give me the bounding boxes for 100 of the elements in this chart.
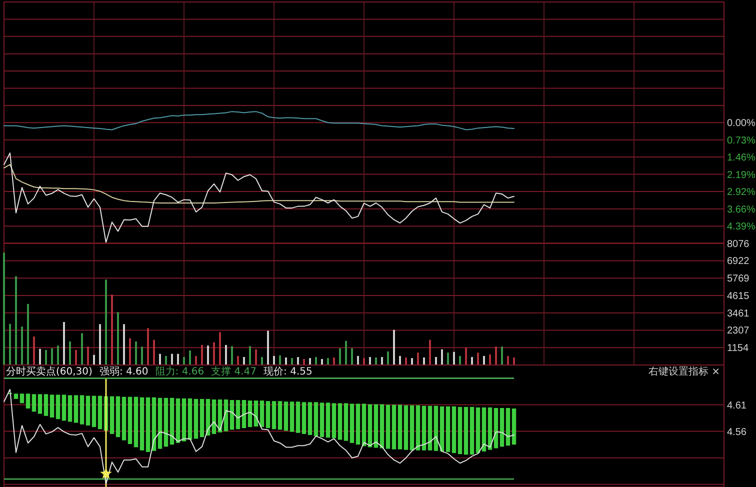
- line-series: [4, 164, 514, 204]
- bar: [332, 403, 336, 438]
- bar: [146, 397, 150, 452]
- bar: [422, 406, 426, 450]
- y-tick-label: 4.39%: [727, 222, 756, 233]
- bar: [80, 395, 84, 424]
- line-series: [4, 111, 514, 130]
- bar: [170, 398, 174, 445]
- bar: [38, 394, 42, 414]
- bar: [272, 401, 276, 430]
- line-series: [4, 388, 514, 484]
- bar: [440, 406, 444, 452]
- text: 现价: 4.55: [264, 366, 312, 378]
- bar: [362, 404, 366, 446]
- bar: [386, 404, 390, 449]
- bar: [62, 394, 66, 421]
- ref-line-label: 支撑 4.47: [211, 366, 257, 378]
- y-tick-label: 0.00%: [727, 118, 756, 130]
- bar: [500, 408, 504, 447]
- bar: [50, 394, 54, 418]
- bar: [230, 400, 234, 430]
- y-tick-label: 4.61: [727, 400, 747, 412]
- bar: [302, 402, 306, 434]
- annotation: 强弱: 4.60: [99, 366, 148, 378]
- bar: [128, 396, 132, 444]
- y-tick-label: 3461: [727, 308, 750, 320]
- y-tick-label: 4615: [727, 290, 750, 302]
- bar: [344, 403, 348, 441]
- y-tick-label: 1154: [727, 343, 749, 354]
- bar: [488, 407, 492, 450]
- bar: [296, 402, 300, 433]
- bar: [338, 403, 342, 440]
- bar: [476, 407, 480, 454]
- bar: [20, 394, 24, 404]
- line-series: [4, 152, 514, 243]
- bar: [506, 408, 510, 446]
- y-tick-label: 8076: [727, 238, 750, 250]
- bar: [452, 406, 456, 454]
- chart-title: 分时买卖点(60,30): [6, 366, 93, 378]
- bar: [458, 406, 462, 454]
- bar: [86, 396, 90, 426]
- y-tick-label: 3.66%: [727, 204, 756, 216]
- y-tick-label: 2.19%: [727, 170, 756, 181]
- bar: [236, 400, 240, 430]
- bar: [290, 402, 294, 432]
- chart-subtitle: 右键设置指标 ×: [648, 366, 720, 378]
- y-tick-label: 0.73%: [727, 135, 756, 146]
- bar: [116, 396, 120, 438]
- bar: [140, 397, 144, 450]
- bar: [374, 404, 378, 448]
- bar: [392, 404, 396, 450]
- bar: [368, 404, 372, 448]
- bar: [188, 398, 192, 440]
- y-tick-label: 6922: [727, 256, 750, 268]
- bar: [326, 402, 330, 438]
- bar: [308, 402, 312, 436]
- bar: [494, 408, 498, 448]
- bar: [314, 402, 318, 436]
- bar: [482, 407, 486, 452]
- bar: [428, 406, 432, 450]
- bar: [14, 394, 18, 399]
- bar: [122, 396, 126, 440]
- bar: [134, 396, 138, 448]
- bar: [380, 404, 384, 448]
- bar: [200, 398, 204, 438]
- bar: [350, 404, 354, 443]
- y-tick-label: 1.46%: [727, 152, 756, 164]
- bar: [98, 396, 102, 430]
- bar: [68, 395, 72, 422]
- y-tick-label: 4.56: [727, 426, 747, 438]
- bar: [434, 406, 438, 451]
- bar: [56, 394, 60, 420]
- bar: [260, 400, 264, 428]
- bar: [278, 401, 282, 430]
- y-tick-label: 5769: [727, 274, 750, 285]
- bar: [44, 394, 48, 416]
- bar: [404, 405, 408, 450]
- bar: [194, 398, 198, 439]
- bar: [266, 401, 270, 428]
- bar: [110, 396, 114, 434]
- bar: [32, 394, 36, 412]
- bar: [464, 406, 468, 455]
- bar: [212, 399, 216, 434]
- ref-line-label: 阻力: 4.66: [155, 366, 204, 378]
- bar: [152, 397, 156, 451]
- bar: [164, 398, 168, 447]
- bar: [410, 405, 414, 450]
- bar: [284, 402, 288, 431]
- bar: [512, 408, 516, 445]
- y-tick-label: 2.92%: [727, 186, 756, 198]
- bar: [248, 400, 252, 428]
- bar: [182, 398, 186, 442]
- bar: [398, 404, 402, 450]
- bar: [446, 406, 450, 452]
- bar: [176, 398, 180, 443]
- bar: [356, 404, 360, 445]
- bar: [320, 402, 324, 438]
- bar: [470, 406, 474, 455]
- bar: [26, 394, 30, 408]
- y-tick-label: 2307: [727, 326, 750, 337]
